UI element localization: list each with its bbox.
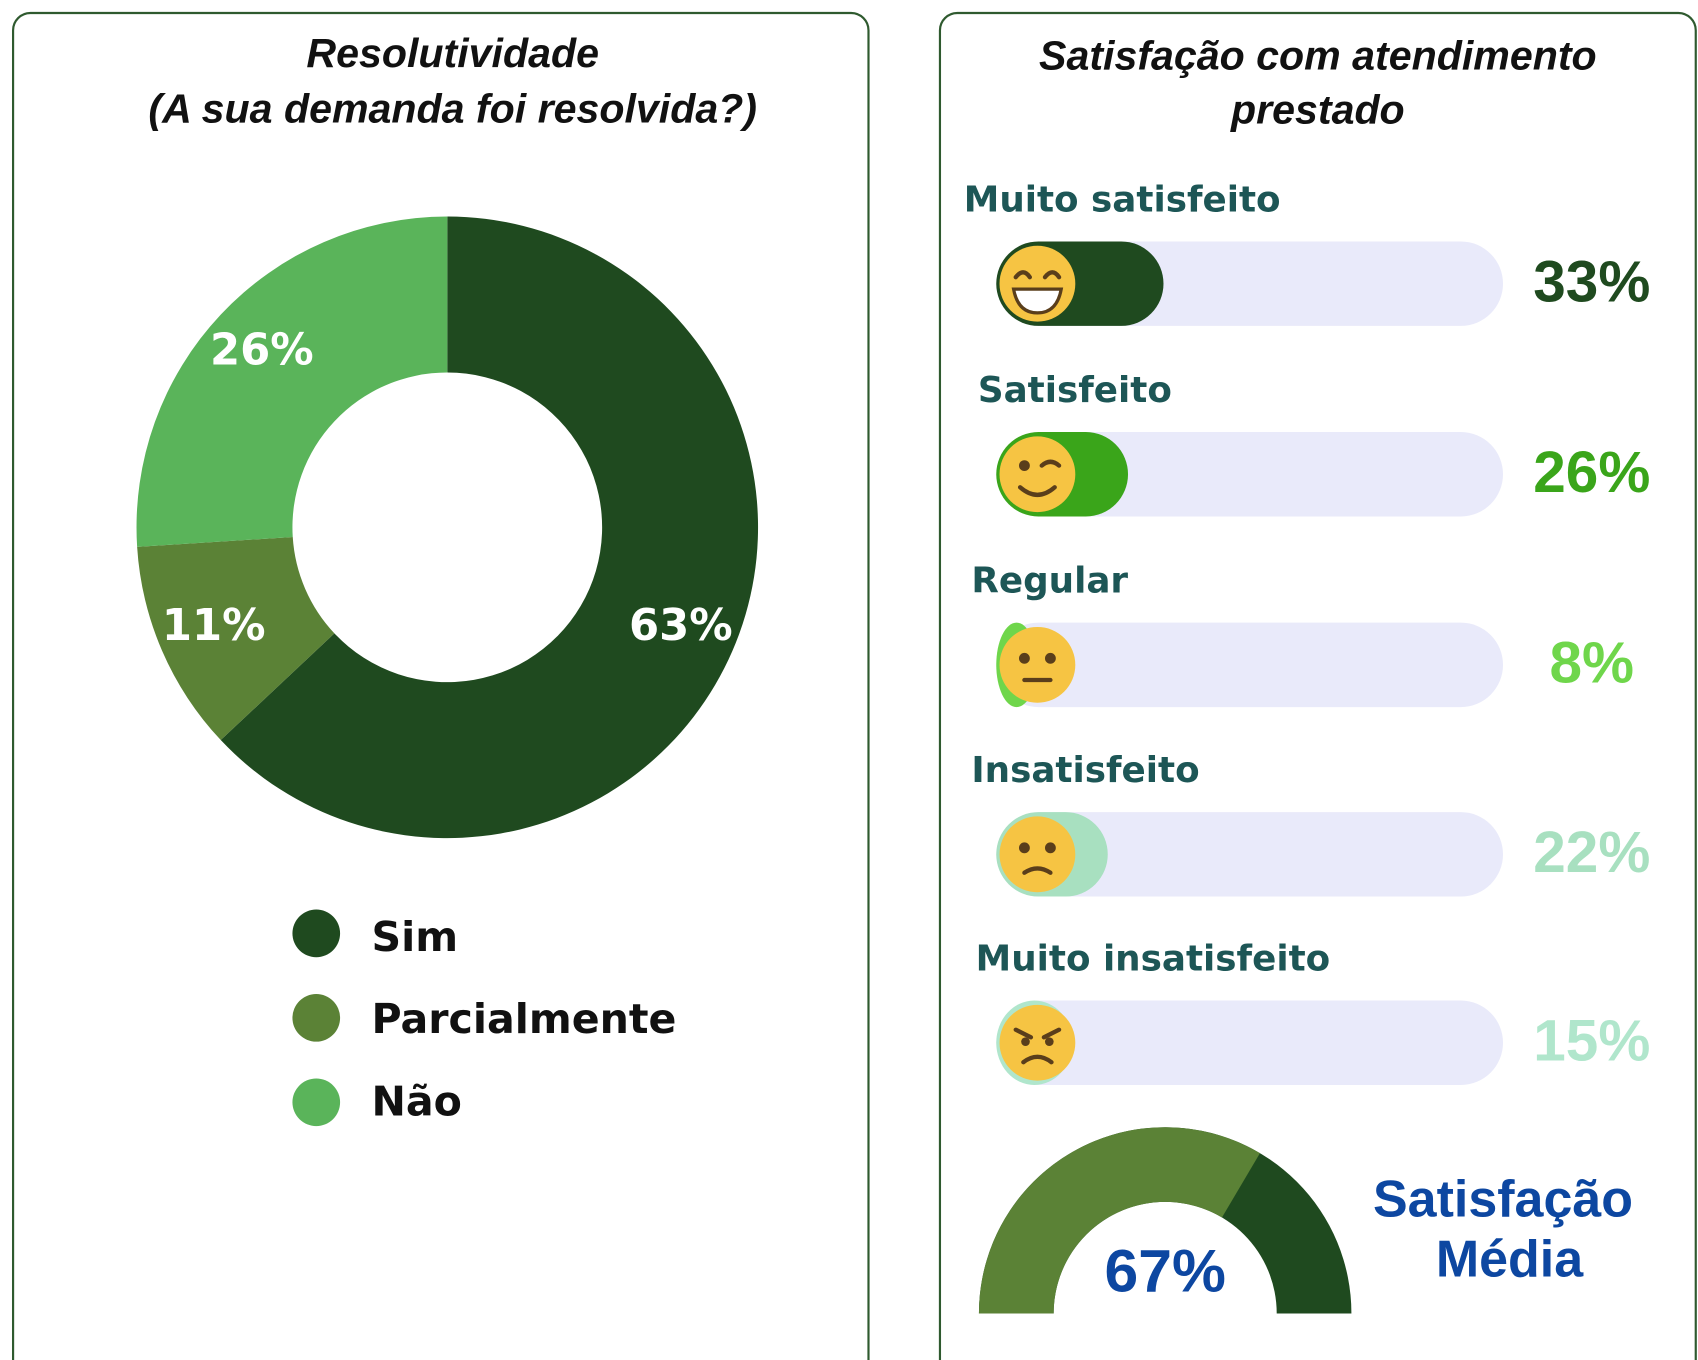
gauge-title: Média — [1436, 1230, 1584, 1288]
donut-slice — [136, 216, 448, 547]
donut-slice — [137, 537, 335, 741]
bar-track — [996, 622, 1504, 708]
bar-track — [996, 432, 1504, 517]
category-label: Muito insatisfeito — [976, 938, 1331, 979]
title: Resolutividade — [306, 30, 599, 76]
emoji — [999, 1004, 1076, 1081]
emoji — [1044, 652, 1056, 664]
data-label: 15% — [1533, 1008, 1650, 1073]
emoji — [1019, 652, 1030, 664]
gauge-fill — [978, 1127, 1260, 1314]
emoji — [1021, 1054, 1054, 1065]
category-label: Muito satisfeito — [964, 179, 1281, 220]
donut-slice — [220, 216, 759, 839]
emoji — [1044, 842, 1056, 854]
data-label: 22% — [1533, 820, 1650, 885]
legend-swatch — [292, 909, 341, 958]
emoji — [999, 816, 1076, 893]
emoji — [1013, 270, 1062, 280]
data-label: 26% — [1533, 440, 1650, 505]
data-label: 8% — [1550, 630, 1635, 695]
emoji — [1021, 1037, 1030, 1046]
legend-swatch — [292, 1078, 341, 1127]
gauge-title: Satisfação — [1373, 1171, 1633, 1229]
legend-label: Parcialmente — [371, 995, 676, 1043]
emoji — [1019, 460, 1030, 472]
title: (A sua demanda foi resolvida?) — [148, 85, 757, 131]
legend-swatch — [292, 994, 341, 1042]
category-label: Satisfeito — [978, 370, 1172, 411]
emoji — [1011, 287, 1064, 315]
emoji — [1019, 842, 1030, 854]
emoji — [999, 626, 1076, 703]
emoji — [1017, 459, 1062, 497]
gauge-value: 67% — [1105, 1237, 1226, 1305]
category-label: Regular — [971, 561, 1128, 602]
data-label: 33% — [1533, 249, 1650, 314]
bar-track — [996, 1000, 1504, 1085]
emoji — [1013, 1027, 1062, 1040]
title: prestado — [1230, 86, 1405, 132]
emoji — [1044, 1037, 1054, 1046]
bar-track — [996, 812, 1504, 897]
data-label: 26% — [210, 326, 314, 376]
legend-label: Não — [371, 1077, 461, 1125]
legend-label: Sim — [371, 913, 458, 961]
data-label: 63% — [629, 601, 733, 651]
emoji — [1022, 866, 1053, 875]
data-label: 11% — [162, 601, 266, 651]
category-label: Insatisfeito — [971, 750, 1199, 791]
title: Satisfação com atendimento — [1039, 32, 1597, 78]
emoji — [999, 436, 1076, 513]
